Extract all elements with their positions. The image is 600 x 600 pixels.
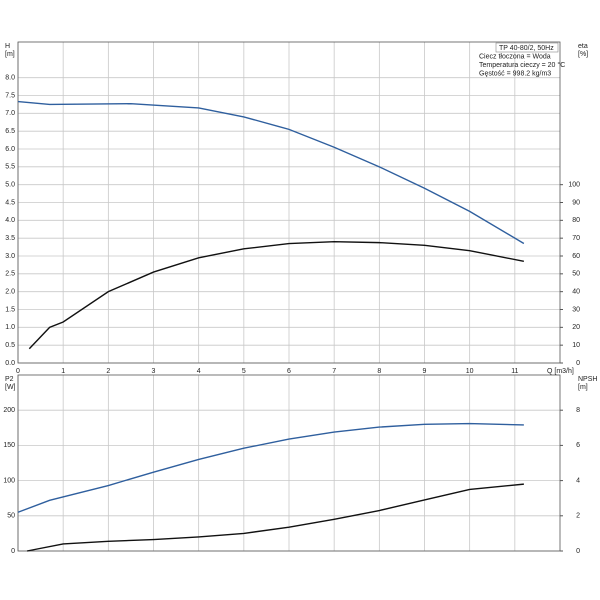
- y-tick-label: 7.0: [5, 110, 15, 117]
- y-tick-label: 0.5: [5, 342, 15, 349]
- x-tick-label: 3: [152, 368, 156, 375]
- y-axis-label: [m]: [5, 51, 15, 58]
- y-tick-label: 6.0: [5, 146, 15, 153]
- y2-axis-label: [%]: [578, 51, 588, 58]
- y2-tick-label: 0: [576, 360, 580, 367]
- x-tick-label: 7: [332, 368, 336, 375]
- y-tick-label: 5.0: [5, 182, 15, 189]
- y-tick-label: 2.5: [5, 271, 15, 278]
- curve: [28, 241, 525, 350]
- annotation: Gęstość = 998.2 kg/m3: [479, 70, 551, 77]
- x-tick-label: 5: [242, 368, 246, 375]
- plot-frame: [17, 41, 561, 364]
- y-axis-label: H: [5, 43, 10, 50]
- annotation: Ciecz tłoczona = Woda: [479, 53, 551, 60]
- y-axis-label: [W]: [5, 384, 16, 391]
- curve: [26, 483, 524, 552]
- y2-tick-label: 20: [572, 324, 580, 331]
- y-tick-label: 0: [11, 548, 15, 555]
- x-axis-label: Q [m3/h]: [547, 368, 574, 375]
- y2-tick-label: 30: [572, 306, 580, 313]
- y-tick-label: 0.0: [5, 360, 15, 367]
- y-tick-label: 5.5: [5, 164, 15, 171]
- y-tick-label: 3.0: [5, 253, 15, 260]
- y2-tick-label: 70: [572, 235, 580, 242]
- y2-tick-label: 60: [572, 253, 580, 260]
- y-tick-label: 2.0: [5, 289, 15, 296]
- annotation: Temperatura cieczy = 20 °C: [479, 61, 565, 69]
- y2-tick-label: 100: [568, 182, 580, 189]
- x-tick-label: 1: [61, 368, 65, 375]
- x-tick-label: 8: [377, 368, 381, 375]
- x-tick-label: 10: [466, 368, 474, 375]
- y2-axis-label: [m]: [578, 384, 588, 391]
- y-tick-label: 200: [3, 407, 15, 414]
- y-tick-label: 150: [3, 442, 15, 449]
- y-tick-label: 6.5: [5, 128, 15, 135]
- y-tick-label: 7.5: [5, 92, 15, 99]
- y2-tick-label: 90: [572, 199, 580, 206]
- y2-tick-label: 80: [572, 217, 580, 224]
- x-tick-label: 9: [423, 368, 427, 375]
- y-tick-label: 1.5: [5, 306, 15, 313]
- x-tick-label: 2: [106, 368, 110, 375]
- y2-tick-label: 6: [576, 442, 580, 449]
- y-tick-label: 4.0: [5, 217, 15, 224]
- y2-tick-label: 0: [576, 548, 580, 555]
- curve: [17, 100, 525, 245]
- legend-title-box: [495, 42, 559, 53]
- y2-axis-label: eta: [578, 43, 588, 50]
- x-tick-label: 4: [197, 368, 201, 375]
- y2-axis-label: NPSH: [578, 376, 597, 383]
- y2-tick-label: 8: [576, 407, 580, 414]
- plot-frame: [17, 374, 561, 552]
- curve: [17, 422, 524, 513]
- y-tick-label: 4.5: [5, 199, 15, 206]
- x-tick-label: 11: [511, 368, 518, 375]
- y-tick-label: 3.5: [5, 235, 15, 242]
- x-tick-label: 6: [287, 368, 291, 375]
- y-tick-label: 50: [7, 513, 15, 520]
- y2-tick-label: 4: [576, 477, 580, 484]
- annotation: TP 40-80/2, 50Hz: [499, 45, 554, 52]
- x-tick-label: 0: [16, 368, 20, 375]
- y-axis-label: P2: [5, 376, 14, 383]
- y2-tick-label: 50: [572, 271, 580, 278]
- y2-tick-label: 10: [572, 342, 580, 349]
- y-tick-label: 100: [3, 477, 15, 484]
- y-tick-label: 8.0: [5, 75, 15, 82]
- y-tick-label: 1.0: [5, 324, 15, 331]
- y2-tick-label: 40: [572, 289, 580, 296]
- y2-tick-label: 2: [576, 513, 580, 520]
